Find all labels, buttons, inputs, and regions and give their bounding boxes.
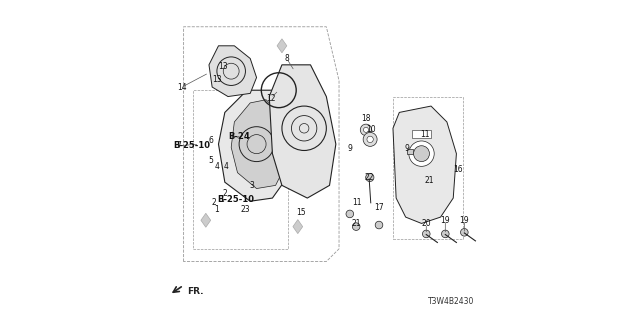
Polygon shape	[277, 39, 287, 53]
Polygon shape	[269, 65, 336, 198]
Bar	[393, 97, 463, 239]
Bar	[193, 90, 288, 249]
Text: 21: 21	[425, 176, 434, 185]
Text: 18: 18	[361, 114, 371, 123]
Text: 2: 2	[211, 198, 216, 207]
Text: 19: 19	[460, 216, 469, 225]
Text: 22: 22	[364, 173, 374, 182]
Text: B-25-10: B-25-10	[218, 195, 255, 204]
Text: 10: 10	[366, 125, 376, 134]
Polygon shape	[293, 220, 303, 234]
Text: 21: 21	[352, 219, 361, 228]
Circle shape	[367, 136, 373, 142]
Text: 13: 13	[218, 62, 228, 71]
Polygon shape	[393, 106, 456, 223]
Text: 11: 11	[352, 198, 361, 207]
Circle shape	[375, 221, 383, 229]
Circle shape	[461, 228, 468, 236]
Polygon shape	[201, 213, 211, 227]
Text: 3: 3	[250, 181, 254, 190]
Text: 1: 1	[214, 205, 220, 214]
Circle shape	[353, 223, 360, 230]
Circle shape	[442, 230, 449, 238]
Bar	[407, 148, 413, 154]
Circle shape	[422, 230, 430, 238]
Polygon shape	[209, 46, 257, 97]
Polygon shape	[231, 100, 288, 188]
Text: 8: 8	[284, 54, 289, 63]
Text: 17: 17	[374, 203, 383, 212]
Text: 15: 15	[296, 208, 306, 217]
Circle shape	[363, 132, 377, 146]
Text: 1: 1	[220, 195, 224, 204]
Text: 14: 14	[177, 83, 187, 92]
Text: 11: 11	[420, 130, 429, 139]
Text: 19: 19	[440, 216, 450, 225]
Text: T3W4B2430: T3W4B2430	[428, 297, 474, 306]
Text: B-25-10: B-25-10	[173, 141, 210, 150]
Text: 23: 23	[241, 205, 250, 214]
Circle shape	[364, 127, 369, 132]
Text: 6: 6	[208, 136, 213, 146]
Circle shape	[409, 141, 434, 166]
Text: 4: 4	[214, 162, 220, 171]
Text: 4: 4	[224, 162, 229, 171]
Circle shape	[346, 210, 354, 218]
Text: 7: 7	[177, 141, 181, 150]
Bar	[412, 130, 431, 138]
Circle shape	[365, 173, 374, 181]
Text: 5: 5	[208, 156, 213, 164]
Text: 9: 9	[404, 144, 410, 153]
Text: 12: 12	[266, 94, 276, 103]
Text: 9: 9	[348, 144, 353, 153]
Text: 13: 13	[212, 75, 221, 84]
Text: 20: 20	[422, 219, 431, 228]
Text: 16: 16	[453, 165, 463, 174]
Text: 2: 2	[223, 189, 227, 198]
Text: B-24: B-24	[228, 132, 250, 141]
Circle shape	[360, 124, 372, 136]
Circle shape	[413, 146, 429, 162]
Text: FR.: FR.	[187, 287, 204, 296]
Polygon shape	[218, 90, 294, 201]
